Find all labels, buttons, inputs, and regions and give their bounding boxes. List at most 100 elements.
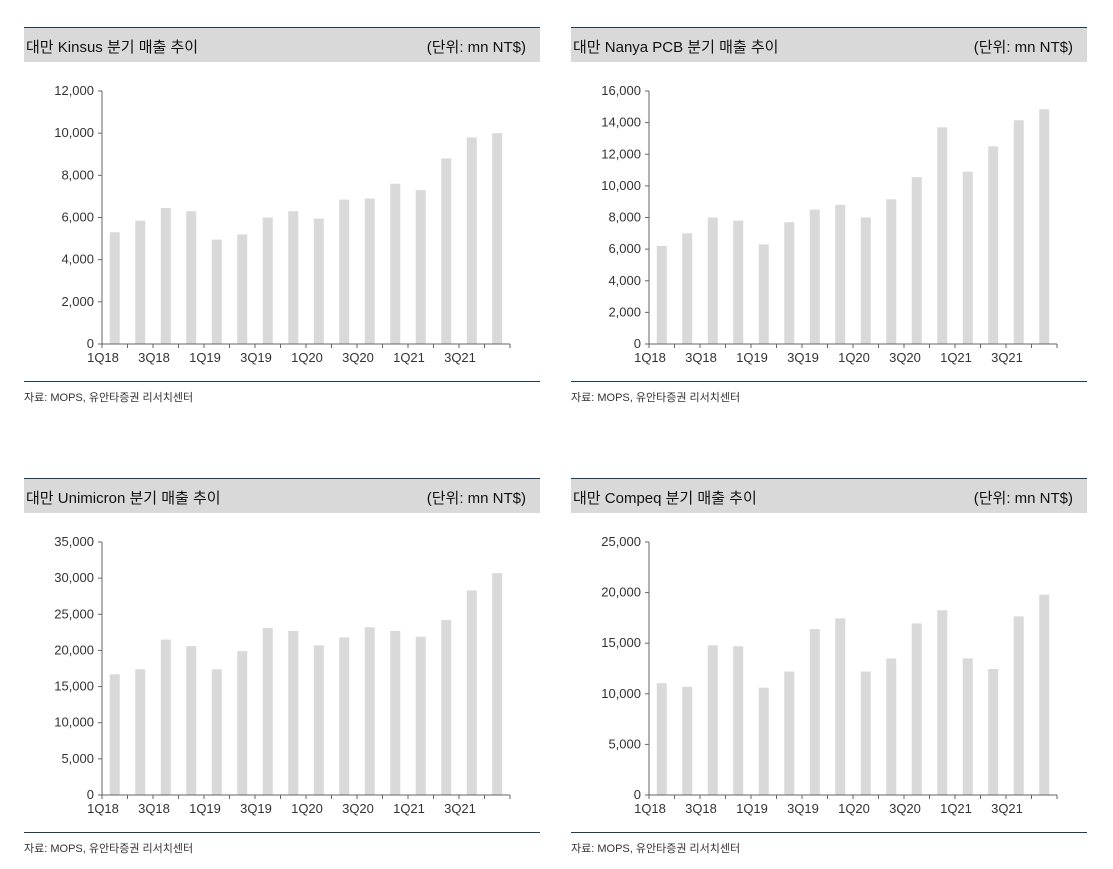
chart-header: 대만 Compeq 분기 매출 추이 (단위: mn NT$) — [571, 479, 1087, 513]
y-tick-label: 25,000 — [601, 534, 641, 549]
bar — [415, 190, 426, 344]
bar — [809, 209, 820, 344]
bar — [962, 171, 973, 344]
x-tick-label: 3Q18 — [685, 350, 717, 365]
bottom-rule — [24, 832, 540, 833]
y-tick-label: 16,000 — [601, 83, 641, 98]
chart-source: 자료: MOPS, 유안타증권 리서치센터 — [24, 392, 194, 404]
bar — [441, 620, 452, 795]
bar — [656, 245, 667, 344]
bottom-rule — [24, 381, 540, 382]
bar — [835, 618, 846, 795]
chart-title: 대만 Nanya PCB 분기 매출 추이 — [573, 39, 779, 56]
y-tick-label: 10,000 — [601, 686, 641, 701]
chart-unit: (단위: mn NT$) — [973, 490, 1073, 507]
y-tick-label: 12,000 — [601, 146, 641, 161]
chart-unit: (단위: mn NT$) — [973, 39, 1073, 56]
y-tick-label: 10,000 — [54, 125, 94, 140]
bar — [886, 658, 897, 795]
x-tick-label: 1Q19 — [736, 350, 768, 365]
bar — [313, 645, 324, 795]
x-tick-label: 3Q18 — [138, 801, 170, 816]
bar-chart: 0 2,000 4,000 6,000 8,000 10,000 12,000 14,000 1… — [601, 83, 1058, 365]
bar — [262, 628, 273, 795]
x-tick-label: 3Q19 — [240, 350, 272, 365]
bar — [135, 220, 146, 344]
x-tick-label: 3Q20 — [889, 350, 921, 365]
y-tick-label: 10,000 — [601, 178, 641, 193]
y-tick-label: 8,000 — [61, 167, 94, 182]
y-tick-label: 2,000 — [608, 304, 641, 319]
bar — [784, 671, 795, 795]
bar — [466, 590, 477, 795]
bar — [313, 218, 324, 344]
bar — [1013, 616, 1024, 795]
y-tick-label: 15,000 — [54, 679, 94, 694]
y-tick-label: 5,000 — [608, 736, 641, 751]
bar — [1039, 594, 1050, 795]
chart-title: 대만 Kinsus 분기 매출 추이 — [26, 39, 199, 56]
bar — [988, 669, 999, 795]
y-tick-label: 4,000 — [61, 252, 94, 267]
bar — [339, 637, 350, 795]
chart-header: 대만 Unimicron 분기 매출 추이 (단위: mn NT$) — [24, 479, 540, 513]
bar — [339, 199, 350, 344]
chart-header: 대만 Nanya PCB 분기 매출 추이 (단위: mn NT$) — [571, 28, 1087, 62]
bar — [860, 671, 871, 795]
top-rule — [24, 478, 540, 479]
x-tick-label: 3Q21 — [444, 350, 476, 365]
bar — [492, 133, 503, 344]
x-tick-label: 3Q19 — [787, 350, 819, 365]
bar — [988, 146, 999, 344]
bar — [707, 217, 718, 344]
x-tick-label: 1Q18 — [634, 350, 666, 365]
y-tick-label: 4,000 — [608, 273, 641, 288]
bar — [886, 199, 897, 344]
y-tick-label: 30,000 — [54, 570, 94, 585]
x-tick-label: 1Q20 — [838, 801, 870, 816]
x-tick-label: 1Q18 — [634, 801, 666, 816]
top-rule — [571, 27, 1087, 28]
bar — [784, 222, 795, 344]
chart-header: 대만 Kinsus 분기 매출 추이 (단위: mn NT$) — [24, 28, 540, 62]
x-tick-label: 1Q20 — [291, 801, 323, 816]
bar — [466, 137, 477, 344]
chart-source: 자료: MOPS, 유안타증권 리서치센터 — [24, 843, 194, 855]
bar-chart: 0 5,000 10,000 15,000 20,000 25,000 1Q18 3Q18 1Q… — [601, 534, 1058, 816]
chart-source: 자료: MOPS, 유안타증권 리서치센터 — [571, 843, 741, 855]
x-tick-label: 1Q20 — [291, 350, 323, 365]
bar — [682, 233, 693, 344]
bar — [211, 239, 222, 344]
bar — [707, 645, 718, 795]
bar — [962, 658, 973, 795]
y-tick-label: 10,000 — [54, 715, 94, 730]
chart-source: 자료: MOPS, 유안타증권 리서치센터 — [571, 392, 741, 404]
x-tick-label: 1Q19 — [189, 350, 221, 365]
y-tick-label: 12,000 — [54, 83, 94, 98]
bar — [237, 651, 248, 795]
chart-title: 대만 Unimicron 분기 매출 추이 — [26, 490, 221, 507]
bar — [733, 646, 744, 795]
x-tick-label: 1Q18 — [87, 801, 119, 816]
top-rule — [571, 478, 1087, 479]
bar — [109, 674, 120, 795]
y-tick-label: 6,000 — [61, 210, 94, 225]
bar — [160, 208, 171, 344]
x-tick-label: 3Q21 — [991, 350, 1023, 365]
bar — [1013, 120, 1024, 344]
x-tick-label: 3Q21 — [444, 801, 476, 816]
y-tick-label: 20,000 — [601, 585, 641, 600]
x-tick-label: 3Q20 — [889, 801, 921, 816]
bar — [237, 234, 248, 344]
x-tick-label: 1Q18 — [87, 350, 119, 365]
bar — [390, 630, 401, 795]
chart-title: 대만 Compeq 분기 매출 추이 — [573, 490, 757, 507]
bar — [937, 610, 948, 795]
x-tick-label: 1Q21 — [940, 350, 972, 365]
y-tick-label: 0 — [87, 787, 94, 802]
y-tick-label: 6,000 — [608, 241, 641, 256]
bar — [937, 127, 948, 345]
x-tick-label: 1Q19 — [736, 801, 768, 816]
x-tick-label: 3Q19 — [787, 801, 819, 816]
y-tick-label: 0 — [634, 336, 641, 351]
